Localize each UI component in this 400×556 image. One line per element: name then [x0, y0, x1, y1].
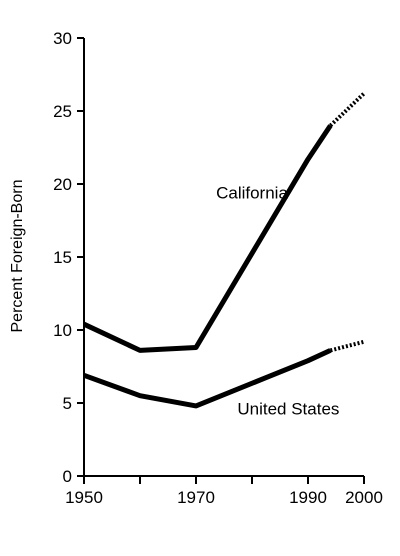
x-tick-label: 1990	[289, 488, 327, 507]
y-tick-label: 30	[53, 29, 72, 48]
y-tick-label: 25	[53, 102, 72, 121]
ticks: 0 5 10 15 20 25 30 1950 1970 1990 2000	[53, 29, 383, 507]
series-lines	[82, 92, 366, 409]
california-label: California	[216, 184, 288, 203]
united-states-label: United States	[237, 400, 339, 419]
y-tick-label: 5	[63, 394, 72, 413]
y-tick-label: 0	[63, 467, 72, 486]
united-states-projection	[329, 339, 365, 353]
california-line	[82, 124, 333, 353]
x-tick-label: 2000	[345, 488, 383, 507]
y-tick-label: 15	[53, 248, 72, 267]
y-tick-label: 20	[53, 175, 72, 194]
y-tick-label: 10	[53, 321, 72, 340]
united-states-line	[83, 348, 332, 409]
x-tick-label: 1950	[65, 488, 103, 507]
y-axis-label: Percent Foreign-Born	[9, 180, 26, 333]
california-projection	[329, 92, 366, 128]
labels: Percent Foreign-Born California United St…	[9, 180, 339, 419]
x-tick-label: 1970	[177, 488, 215, 507]
